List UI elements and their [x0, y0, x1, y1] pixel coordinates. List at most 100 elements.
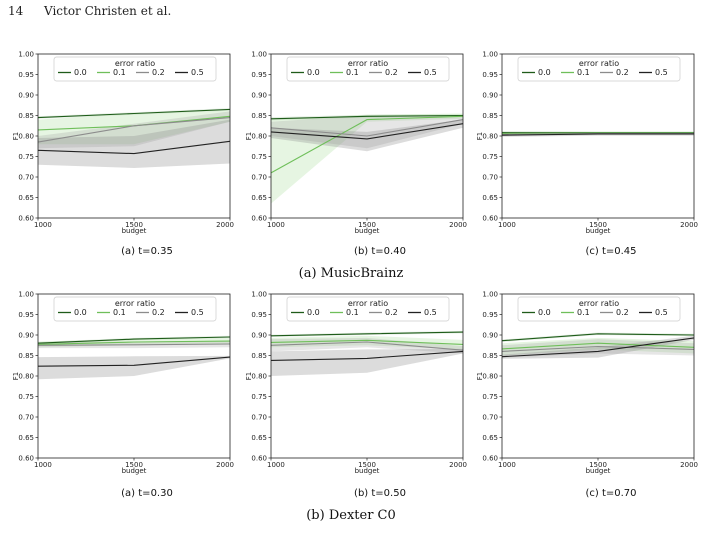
y-tick-label: 0.65	[251, 194, 267, 202]
legend-label-0.5: 0.5	[655, 68, 668, 77]
y-tick-label: 0.60	[251, 454, 267, 462]
legend-label-0.5: 0.5	[191, 68, 204, 77]
legend-box	[286, 56, 450, 82]
legend-label-0.5: 0.5	[191, 308, 204, 317]
legend-title: error ratio	[115, 299, 155, 308]
y-tick-label: 0.75	[18, 393, 34, 401]
legend-label-0.5: 0.5	[424, 308, 437, 317]
legend-label-0.1: 0.1	[577, 308, 590, 317]
series-line-0.1	[270, 339, 464, 345]
y-tick-label: 0.80	[482, 372, 498, 380]
legend-label-0.2: 0.2	[152, 68, 165, 77]
y-tick-label: 0.90	[251, 331, 267, 339]
y-tick-label: 0.70	[251, 413, 267, 421]
legend-label-0.2: 0.2	[616, 308, 629, 317]
y-tick-label: 0.70	[482, 173, 498, 181]
confidence-band-0.5	[502, 335, 694, 359]
x-tick-label: 1500	[125, 461, 143, 469]
x-tick-label: 2000	[680, 461, 698, 469]
y-tick-label: 1.00	[482, 290, 498, 298]
y-tick-label: 0.80	[18, 132, 34, 140]
confidence-band-0.2	[502, 339, 694, 358]
x-tick-label: 2000	[216, 461, 234, 469]
y-tick-label: 0.75	[482, 393, 498, 401]
y-tick-label: 0.60	[18, 214, 34, 222]
series-line-0.5	[501, 133, 694, 136]
y-tick-label: 1.00	[251, 290, 267, 298]
legend-title: error ratio	[348, 59, 388, 68]
x-axis-label: budget	[122, 467, 147, 475]
y-tick-label: 0.85	[482, 352, 498, 360]
legend-box	[517, 56, 681, 82]
series-line-0.2	[270, 119, 464, 137]
legend-label-0.1: 0.1	[113, 68, 126, 77]
y-tick-label: 0.95	[482, 71, 498, 79]
legend-title: error ratio	[579, 299, 619, 308]
subcaption-5: (b) t=0.50	[354, 488, 406, 499]
y-axis-label: F1	[245, 372, 253, 380]
y-axis-label: F1	[12, 132, 20, 140]
confidence-band-0.1	[271, 113, 463, 204]
legend-label-0.2: 0.2	[616, 68, 629, 77]
legend-label-0.0: 0.0	[538, 68, 551, 77]
legend-label-0.0: 0.0	[307, 308, 320, 317]
series-line-0.5	[37, 356, 231, 367]
subcaption-4: (a) t=0.30	[121, 488, 173, 499]
series-line-0.0	[37, 336, 231, 344]
y-tick-label: 0.75	[482, 153, 498, 161]
y-axis-label: F1	[12, 372, 20, 380]
series-line-0.5	[270, 350, 464, 361]
group-caption-a: (a) MusicBrainz	[298, 266, 404, 281]
legend-title: error ratio	[348, 299, 388, 308]
chart-panel-1: 0.60 0.65 0.70 0.75 0.80 0.85 0.90 0.95 1.00 1000…	[12, 50, 234, 235]
legend-label-0.0: 0.0	[74, 68, 87, 77]
y-axis-label: F1	[476, 132, 484, 140]
x-tick-label: 1000	[498, 461, 516, 469]
y-tick-label: 0.85	[251, 112, 267, 120]
series-line-0.0	[501, 333, 695, 342]
chart-panel-3: 0.60 0.65 0.70 0.75 0.80 0.85 0.90 0.95 1.00 1000…	[476, 50, 698, 235]
x-tick-label: 1000	[34, 221, 52, 229]
y-tick-label: 0.95	[251, 71, 267, 79]
legend-label-0.1: 0.1	[113, 308, 126, 317]
legend-label-0.5: 0.5	[655, 308, 668, 317]
confidence-band-0.2	[271, 115, 463, 149]
y-tick-label: 0.65	[482, 194, 498, 202]
y-tick-label: 0.65	[18, 434, 34, 442]
x-tick-label: 1000	[498, 221, 516, 229]
legend-label-0.1: 0.1	[577, 68, 590, 77]
chart-panel-6: 0.60 0.65 0.70 0.75 0.80 0.85 0.90 0.95 1.00 1000…	[476, 290, 698, 475]
x-tick-label: 2000	[449, 221, 467, 229]
y-tick-label: 0.70	[18, 173, 34, 181]
y-axis-label: F1	[476, 372, 484, 380]
x-axis-label: budget	[122, 227, 147, 235]
x-axis-label: budget	[586, 227, 611, 235]
series-line-0.0	[270, 114, 464, 120]
y-tick-label: 0.60	[482, 214, 498, 222]
y-tick-label: 0.90	[482, 331, 498, 339]
y-tick-label: 0.80	[251, 372, 267, 380]
x-tick-label: 1000	[267, 221, 285, 229]
y-tick-label: 0.95	[251, 311, 267, 319]
series-line-0.5	[270, 123, 464, 140]
y-tick-label: 1.00	[18, 50, 34, 58]
x-axis-label: budget	[586, 467, 611, 475]
running-head-authors: Victor Christen et al.	[44, 4, 172, 18]
legend-title: error ratio	[579, 59, 619, 68]
y-tick-label: 0.60	[18, 454, 34, 462]
page-header: 14 Victor Christen et al.	[8, 4, 171, 18]
x-tick-label: 1500	[125, 221, 143, 229]
series-line-0.1	[270, 115, 464, 174]
y-tick-label: 1.00	[251, 50, 267, 58]
legend-box	[53, 56, 217, 82]
chart-panel-4: 0.60 0.65 0.70 0.75 0.80 0.85 0.90 0.95 1.00 1000…	[12, 290, 234, 475]
subcaption-1: (a) t=0.35	[121, 246, 173, 257]
confidence-band-0.1	[38, 110, 230, 145]
series-line-0.1	[37, 340, 231, 345]
y-tick-label: 0.80	[482, 132, 498, 140]
legend-label-0.1: 0.1	[346, 308, 359, 317]
x-tick-label: 1500	[358, 461, 376, 469]
x-axis-label: budget	[355, 227, 380, 235]
legend-label-0.0: 0.0	[74, 308, 87, 317]
x-tick-label: 2000	[216, 221, 234, 229]
